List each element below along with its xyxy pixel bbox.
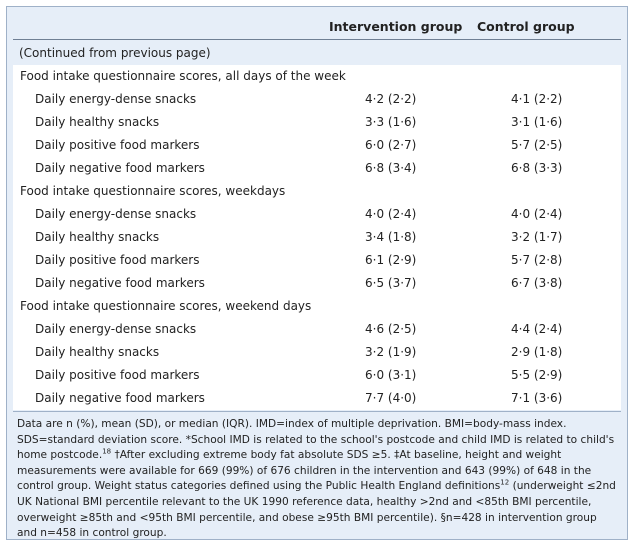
table-row: Daily healthy snacks 3·2 (1·9) 2·9 (1·8) [13, 341, 621, 364]
control-value: 2·9 (1·8) [511, 345, 563, 359]
intervention-value: 3·3 (1·6) [365, 115, 417, 129]
row-label: Daily positive food markers [35, 368, 200, 382]
section-title: Food intake questionnaire scores, weeken… [13, 295, 621, 318]
footnote-ref-18: 18 [102, 447, 112, 456]
intervention-value: 6·1 (2·9) [365, 253, 417, 267]
table-panel: Intervention group Control group (Contin… [6, 6, 628, 540]
table-header: Intervention group Control group [7, 7, 627, 49]
column-header-control: Control group [477, 19, 575, 34]
control-value: 4·1 (2·2) [511, 92, 563, 106]
row-label: Daily healthy snacks [35, 345, 160, 359]
control-value: 5·7 (2·5) [511, 138, 563, 152]
intervention-value: 6·0 (2·7) [365, 138, 417, 152]
continued-note: (Continued from previous page) [19, 46, 211, 60]
control-value: 7·1 (3·6) [511, 391, 563, 405]
data-table: Food intake questionnaire scores, all da… [13, 65, 621, 410]
footnote-text-1: Data are n (%), mean (SD), or median (IQ… [17, 418, 615, 462]
table-row: Daily positive food markers 6·0 (2·7) 5·… [13, 134, 621, 157]
section-title: Food intake questionnaire scores, all da… [13, 65, 621, 88]
table-row: Daily positive food markers 6·1 (2·9) 5·… [13, 249, 621, 272]
intervention-value: 6·8 (3·4) [365, 161, 417, 175]
table-row: Daily negative food markers 7·7 (4·0) 7·… [13, 387, 621, 410]
row-label: Daily healthy snacks [35, 115, 160, 129]
row-label: Daily negative food markers [35, 161, 205, 175]
control-value: 3·2 (1·7) [511, 230, 563, 244]
intervention-value: 6·0 (3·1) [365, 368, 417, 382]
row-label: Daily energy-dense snacks [35, 207, 197, 221]
table-row: Daily positive food markers 6·0 (3·1) 5·… [13, 364, 621, 387]
intervention-value: 4·2 (2·2) [365, 92, 417, 106]
control-value: 5·7 (2·8) [511, 253, 563, 267]
row-label: Daily positive food markers [35, 253, 200, 267]
intervention-value: 7·7 (4·0) [365, 391, 417, 405]
intervention-value: 6·5 (3·7) [365, 276, 417, 290]
footnote-text-3: (underweight ≤2nd UK National BMI percen… [17, 480, 616, 540]
control-value: 6·7 (3·8) [511, 276, 563, 290]
control-value: 5·5 (2·9) [511, 368, 563, 382]
control-value: 4·0 (2·4) [511, 207, 563, 221]
row-label: Daily energy-dense snacks [35, 322, 197, 336]
row-label: Daily energy-dense snacks [35, 92, 197, 106]
table-row: Daily negative food markers 6·5 (3·7) 6·… [13, 272, 621, 295]
control-value: 3·1 (1·6) [511, 115, 563, 129]
table-row: Daily energy-dense snacks 4·6 (2·5) 4·4 … [13, 318, 621, 341]
table-row: Daily energy-dense snacks 4·0 (2·4) 4·0 … [13, 203, 621, 226]
row-label: Daily negative food markers [35, 391, 205, 405]
footnote: Data are n (%), mean (SD), or median (IQ… [17, 417, 619, 542]
footnote-ref-12: 12 [500, 478, 510, 487]
intervention-value: 3·2 (1·9) [365, 345, 417, 359]
section-title: Food intake questionnaire scores, weekda… [13, 180, 621, 203]
intervention-value: 4·0 (2·4) [365, 207, 417, 221]
header-divider [13, 39, 621, 40]
table-row: Daily negative food markers 6·8 (3·4) 6·… [13, 157, 621, 180]
control-value: 4·4 (2·4) [511, 322, 563, 336]
table-row: Daily healthy snacks 3·4 (1·8) 3·2 (1·7) [13, 226, 621, 249]
row-label: Daily negative food markers [35, 276, 205, 290]
table-row: Daily healthy snacks 3·3 (1·6) 3·1 (1·6) [13, 111, 621, 134]
intervention-value: 3·4 (1·8) [365, 230, 417, 244]
footnote-text-2: †After excluding extreme body fat absolu… [17, 449, 592, 493]
control-value: 6·8 (3·3) [511, 161, 563, 175]
intervention-value: 4·6 (2·5) [365, 322, 417, 336]
column-header-intervention: Intervention group [329, 19, 463, 34]
table-row: Daily energy-dense snacks 4·2 (2·2) 4·1 … [13, 88, 621, 111]
row-label: Daily healthy snacks [35, 230, 160, 244]
footnote-divider [13, 411, 621, 412]
row-label: Daily positive food markers [35, 138, 200, 152]
